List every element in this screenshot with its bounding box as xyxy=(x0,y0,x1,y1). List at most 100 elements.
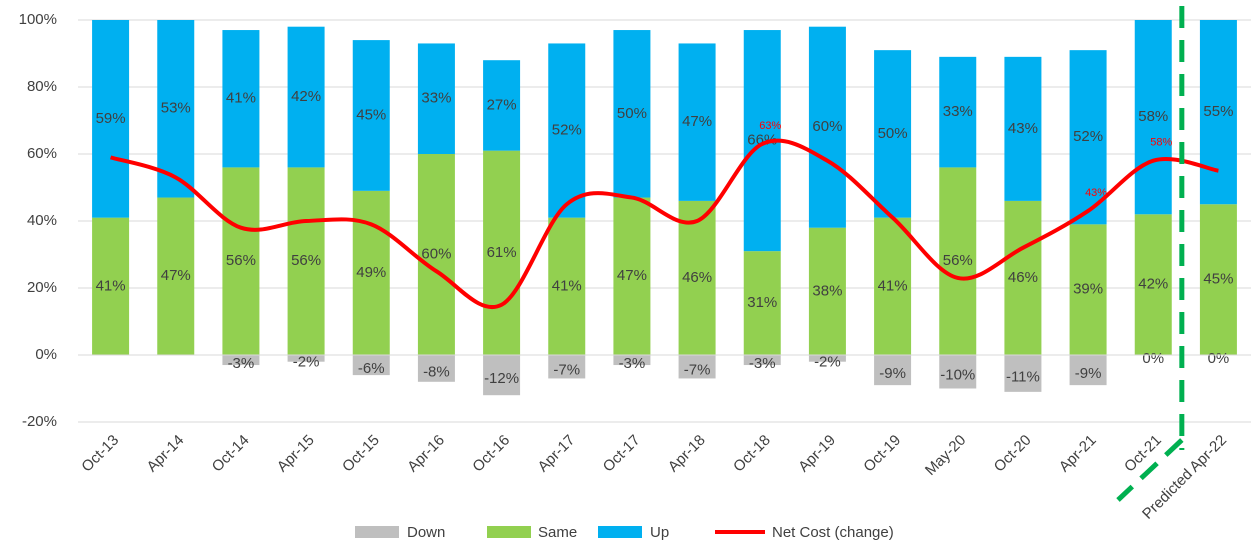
bar-up xyxy=(287,26,325,168)
data-label: 41% xyxy=(96,277,126,294)
bar-up xyxy=(808,26,846,228)
bar-up xyxy=(678,43,716,201)
data-label: 56% xyxy=(291,252,321,269)
legend-label: Up xyxy=(650,524,669,541)
data-label: 66% xyxy=(747,132,777,149)
data-label: 55% xyxy=(1203,103,1233,120)
data-label: 60% xyxy=(812,118,842,135)
y-tick-label: 60% xyxy=(27,145,57,162)
data-label: 41% xyxy=(552,277,582,294)
bar-same xyxy=(1069,224,1107,355)
bar-down xyxy=(743,355,781,366)
bar-same xyxy=(157,197,195,355)
bar-down xyxy=(939,355,977,389)
x-tick-label: Apr-17 xyxy=(535,432,579,476)
data-label: 52% xyxy=(552,122,582,139)
bar-same xyxy=(548,217,586,355)
y-tick-label: 40% xyxy=(27,212,57,229)
data-label: 46% xyxy=(682,269,712,286)
x-tick-label: Apr-18 xyxy=(665,432,709,476)
bar-down xyxy=(417,355,455,382)
data-label: 58% xyxy=(1138,108,1168,125)
data-label: 50% xyxy=(878,125,908,142)
bar-up xyxy=(548,43,586,218)
x-tick-label: Oct-15 xyxy=(339,432,383,476)
data-label: 0% xyxy=(1142,350,1164,367)
data-label: 60% xyxy=(421,245,451,262)
data-label: -10% xyxy=(940,367,975,384)
data-label: 49% xyxy=(356,264,386,281)
y-tick-label: 100% xyxy=(19,11,57,28)
x-tick-label: Apr-19 xyxy=(795,432,839,476)
data-label: 53% xyxy=(161,100,191,117)
bar-same xyxy=(92,217,130,355)
data-label: 45% xyxy=(1203,271,1233,288)
data-label: 0% xyxy=(1208,350,1230,367)
x-tick-label: Apr-15 xyxy=(274,432,318,476)
bar-up xyxy=(1004,56,1042,201)
y-tick-label: 80% xyxy=(27,78,57,95)
data-label: 41% xyxy=(878,277,908,294)
x-tick-label: Oct-17 xyxy=(600,432,644,476)
net-cost-line xyxy=(109,138,1219,309)
data-label: 33% xyxy=(421,90,451,107)
bar-same xyxy=(939,167,977,355)
data-label: -7% xyxy=(553,362,580,379)
bar-down xyxy=(874,355,912,386)
data-label: -8% xyxy=(423,363,450,380)
bar-up xyxy=(417,43,455,155)
data-label: 33% xyxy=(943,103,973,120)
legend-label: Net Cost (change) xyxy=(772,524,894,541)
data-label: -7% xyxy=(684,362,711,379)
divider xyxy=(1116,438,1184,502)
bar-same xyxy=(287,167,325,355)
data-label: -12% xyxy=(484,370,519,387)
x-tick-label: Apr-16 xyxy=(404,432,448,476)
x-tick-label: Apr-14 xyxy=(144,432,188,476)
bar-up xyxy=(157,20,195,198)
data-label: 47% xyxy=(161,267,191,284)
bar-down xyxy=(808,355,846,362)
data-label: -3% xyxy=(619,355,646,372)
y-tick-label: 20% xyxy=(27,279,57,296)
line-label: 63% xyxy=(759,120,781,132)
bar-same xyxy=(678,200,716,355)
bar-same xyxy=(1134,214,1172,355)
data-label: -3% xyxy=(749,355,776,372)
bar-up xyxy=(222,30,260,168)
data-label: 43% xyxy=(1008,120,1038,137)
bar-same xyxy=(1004,200,1042,355)
data-label: -6% xyxy=(358,360,385,377)
bar-same xyxy=(808,227,846,355)
bar-down xyxy=(1069,355,1107,386)
data-label: 56% xyxy=(226,252,256,269)
bar-same xyxy=(1199,204,1237,355)
legend-label: Same xyxy=(538,524,577,541)
data-label: -2% xyxy=(814,353,841,370)
data-label: 42% xyxy=(291,88,321,105)
bar-same xyxy=(222,167,260,355)
bar-down xyxy=(352,355,390,376)
data-label: 61% xyxy=(487,244,517,261)
y-tick-label: -20% xyxy=(22,413,57,430)
data-label: 50% xyxy=(617,105,647,122)
x-tick-label: May-20 xyxy=(922,432,969,479)
data-label: 41% xyxy=(226,90,256,107)
bar-down xyxy=(222,355,260,366)
legend-swatch xyxy=(598,526,642,538)
data-label: 52% xyxy=(1073,128,1103,145)
line-label: 43% xyxy=(1085,187,1107,199)
data-label: -9% xyxy=(879,365,906,382)
bar-up xyxy=(1199,20,1237,205)
bar-down xyxy=(548,355,586,379)
bar-same xyxy=(743,251,781,355)
bar-up xyxy=(1134,20,1172,215)
data-label: 47% xyxy=(682,113,712,130)
data-label: 47% xyxy=(617,267,647,284)
data-label: 45% xyxy=(356,106,386,123)
bar-down xyxy=(483,355,521,396)
data-label: 59% xyxy=(96,110,126,127)
data-label: 39% xyxy=(1073,281,1103,298)
legend-swatch xyxy=(487,526,531,538)
data-label: 46% xyxy=(1008,269,1038,286)
